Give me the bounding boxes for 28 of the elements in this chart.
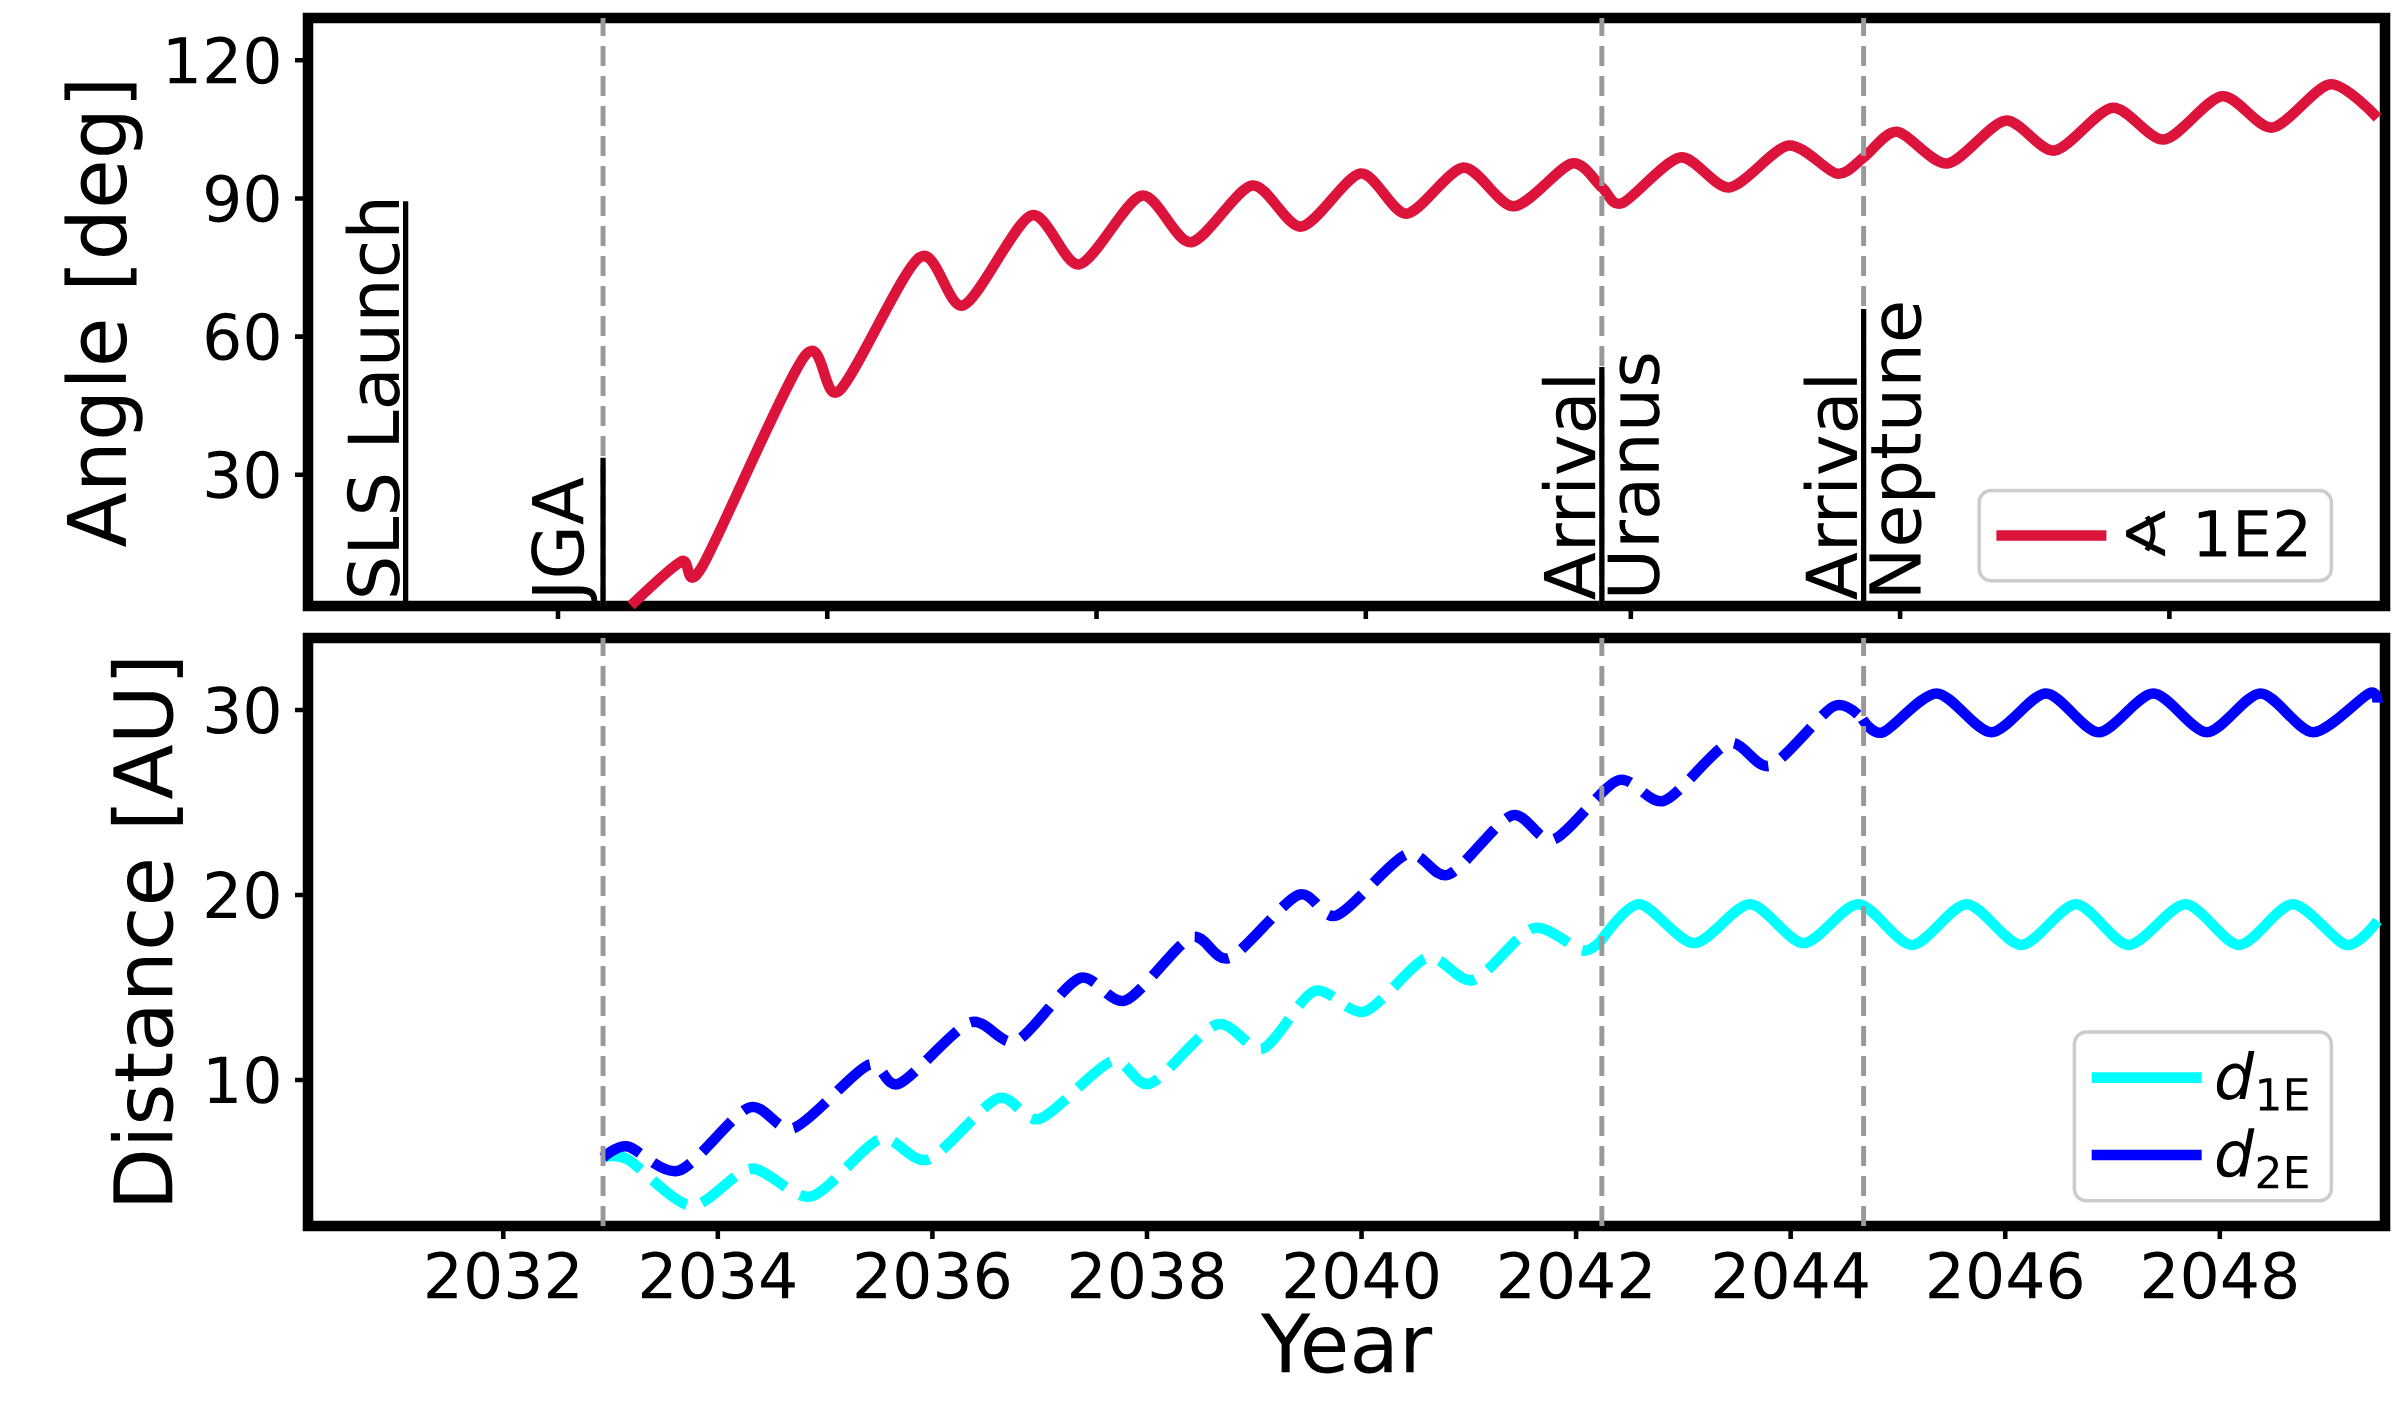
y-tick-label: 30 — [206, 686, 279, 734]
y-axis-title: Angle [deg] — [64, 83, 143, 547]
y-tick-label: 60 — [206, 312, 279, 361]
x-tick-label: 2040 — [1285, 1251, 1438, 1300]
ref-line-label: Uranus — [1607, 354, 1660, 595]
annotation: JGA — [531, 477, 598, 604]
x-tick-label: 2038 — [1071, 1251, 1224, 1300]
x-tick-label: 2044 — [1714, 1251, 1868, 1300]
x-tick-label: 2032 — [427, 1251, 578, 1300]
x-tick-label: 2034 — [641, 1251, 795, 1300]
x-tick-label: 2042 — [1500, 1251, 1651, 1300]
x-axis-title: Year — [1260, 1313, 1433, 1374]
x-tick-label: 2048 — [2143, 1251, 2296, 1300]
annotation: Arrival — [1541, 378, 1597, 600]
legend-label: ∢ 1E2 — [2126, 509, 2306, 557]
x-tick-label: 2036 — [856, 1251, 1009, 1300]
y-tick-label: 120 — [168, 36, 279, 85]
y-tick-label: 30 — [206, 450, 279, 499]
annotation: SLS Launch — [345, 200, 400, 596]
legend-label: d$_{2E}$ — [2216, 1128, 2308, 1189]
y-axis-title: Distance [AU] — [110, 660, 183, 1203]
ref-line-label: Neptune — [1869, 303, 1936, 594]
y-tick-label: 10 — [209, 1055, 279, 1104]
y-tick-label: 90 — [206, 174, 279, 223]
y-tick-label: 20 — [206, 871, 279, 919]
x-tick-label: 2046 — [1929, 1251, 2082, 1300]
annotation: Arrival — [1803, 378, 1858, 600]
legend-label: d$_{1E}$ — [2216, 1050, 2308, 1111]
